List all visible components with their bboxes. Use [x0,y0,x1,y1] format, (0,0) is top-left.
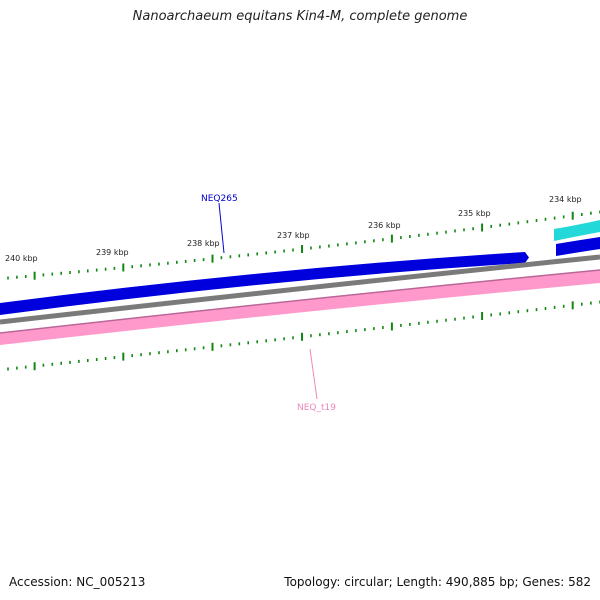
backbone-track [0,254,600,325]
tick-label-237kbp: 237 kbp [277,231,310,240]
tick-label-240kbp: 240 kbp [5,254,38,263]
feature-leader-neq265 [218,202,225,254]
cds-feature-right [556,237,600,256]
tick-label-238kbp: 238 kbp [187,239,220,248]
cds-feature-cyan [554,220,600,241]
tick-label-234kbp: 234 kbp [549,195,582,204]
rna-track [0,270,600,345]
tick-label-239kbp: 239 kbp [96,248,129,257]
ticks-upper [7,210,600,280]
accession-text: Accession: NC_005213 [9,575,146,589]
feature-label-neq265: NEQ265 [201,194,238,204]
tick-label-235kbp: 235 kbp [458,209,491,218]
tick-label-236kbp: 236 kbp [368,221,401,230]
feature-leader-neq-t19 [309,348,318,400]
genome-summary-text: Topology: circular; Length: 490,885 bp; … [284,575,591,589]
map-title: Nanoarchaeum equitans Kin4-M, complete g… [132,9,468,24]
cds-track-forward [0,252,529,315]
rna-track-edge [0,269,600,334]
ticks-lower [7,300,600,371]
feature-label-neq-t19: NEQ_t19 [297,403,336,413]
